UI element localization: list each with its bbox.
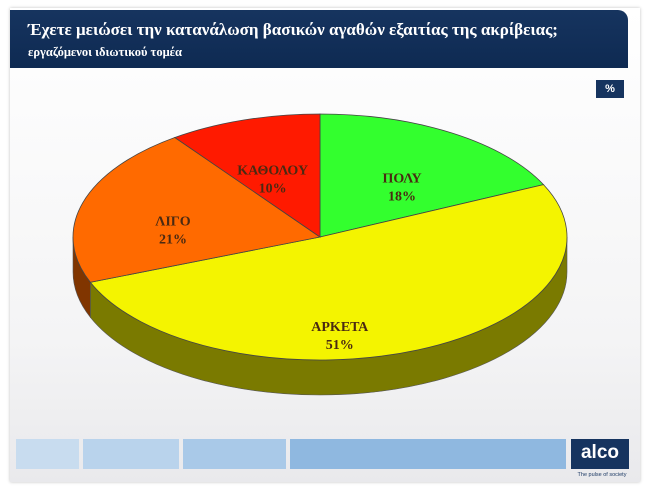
pie-labels: ΠΟΛΥ 18% ΑΡΚΕΤΑ 51% ΛΙΓΟ 21% ΚΑΘΟΛΟΥ 10% <box>155 163 421 352</box>
pie-slice-katholou <box>173 113 321 238</box>
brand-tagline: The pulse of society <box>577 472 627 478</box>
slice-value-poly: 18% <box>388 190 416 205</box>
pie-slice-arketa <box>89 184 568 361</box>
slice-value-ligo: 21% <box>159 233 187 248</box>
footer-bar-4 <box>290 439 566 469</box>
slice-label-ligo: ΛΙΓΟ <box>155 215 190 230</box>
pie-slice-ligo <box>72 137 322 283</box>
slice-label-katholou: ΚΑΘΟΛΟΥ <box>237 163 308 178</box>
slice-value-katholou: 10% <box>259 181 287 196</box>
footer-bar-3 <box>183 439 286 469</box>
unit-badge: % <box>596 80 624 98</box>
pie-slice-poly <box>319 113 545 238</box>
pie-tops <box>72 113 568 361</box>
footer-bar-1 <box>16 439 79 469</box>
alco-logo: alco <box>571 439 629 469</box>
chart-title: Έχετε μειώσει την κατανάλωση βασικών αγα… <box>28 20 558 39</box>
header-banner: Έχετε μειώσει την κατανάλωση βασικών αγα… <box>10 10 628 68</box>
chart-subtitle: εργαζόμενοι ιδιωτικού τομέα <box>28 45 182 59</box>
slice-label-arketa: ΑΡΚΕΤΑ <box>311 320 369 335</box>
slice-value-arketa: 51% <box>326 338 354 353</box>
slice-label-poly: ΠΟΛΥ <box>383 172 422 187</box>
footer-bar-2 <box>83 439 179 469</box>
